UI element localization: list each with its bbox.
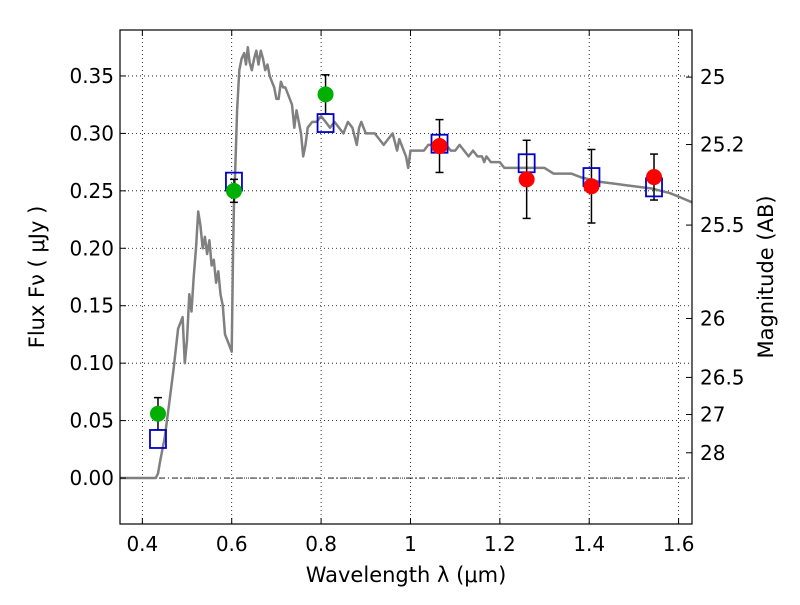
y-axis-label: Flux Fν ( μJy ) (25, 206, 49, 349)
x-axis-label: Wavelength λ (μm) (306, 563, 507, 587)
y-tick-label: 0.30 (69, 121, 114, 145)
model-sed-line (120, 45, 693, 480)
x-tick-label: 1.2 (484, 532, 516, 556)
model-box-marker (149, 429, 167, 449)
model-box-marker (316, 113, 335, 133)
observed-point-red (518, 171, 535, 188)
observed-point-red (583, 178, 600, 195)
magnitude-tick-label: 25 (700, 65, 725, 89)
magnitude-tick-label: 25.5 (700, 213, 745, 237)
y-tick-label: 0.05 (69, 409, 114, 433)
y-tick-label: 0.25 (69, 179, 114, 203)
model-sed-curve (120, 45, 693, 480)
x-tick-label: 0.4 (126, 532, 158, 556)
y-tick-label: 0.10 (69, 351, 114, 375)
magnitude-tick-label: 25.2 (700, 133, 745, 157)
x-tick-label: 1 (404, 532, 417, 556)
magnitude-tick-label: 26 (700, 306, 725, 330)
x-tick-label: 0.8 (305, 532, 337, 556)
axis-ticks (120, 30, 692, 524)
magnitude-axis-label: Magnitude (AB) (754, 195, 778, 358)
observed-point-green (225, 182, 242, 199)
magnitude-tick-label: 27 (700, 403, 725, 427)
magnitude-tick-label: 26.5 (700, 365, 745, 389)
y-tick-label: 0.35 (69, 64, 114, 88)
observed-point-red (431, 138, 448, 155)
observed-point-red (646, 169, 663, 186)
x-tick-label: 0.6 (216, 532, 248, 556)
x-tick-label: 1.4 (573, 532, 605, 556)
observed-points (149, 86, 663, 422)
x-tick-label: 1.6 (663, 532, 695, 556)
y-tick-label: 0.00 (69, 466, 114, 490)
y-tick-label: 0.15 (69, 294, 114, 318)
x-tick-labels: 0.4 0.6 0.8 1 1.2 1.4 1.6 (126, 532, 694, 556)
plot-frame (119, 29, 693, 525)
observed-point-green (317, 86, 334, 103)
y-tick-label: 0.20 (69, 236, 114, 260)
y-tick-labels: 0.00 0.05 0.10 0.15 0.20 0.25 0.30 0.35 (69, 64, 114, 490)
magnitude-tick-labels: 25 25.2 25.5 26 26.5 27 28 (700, 65, 745, 465)
plot-background (120, 30, 692, 524)
observed-point-green (149, 405, 166, 422)
magnitude-tick-label: 28 (700, 441, 725, 465)
